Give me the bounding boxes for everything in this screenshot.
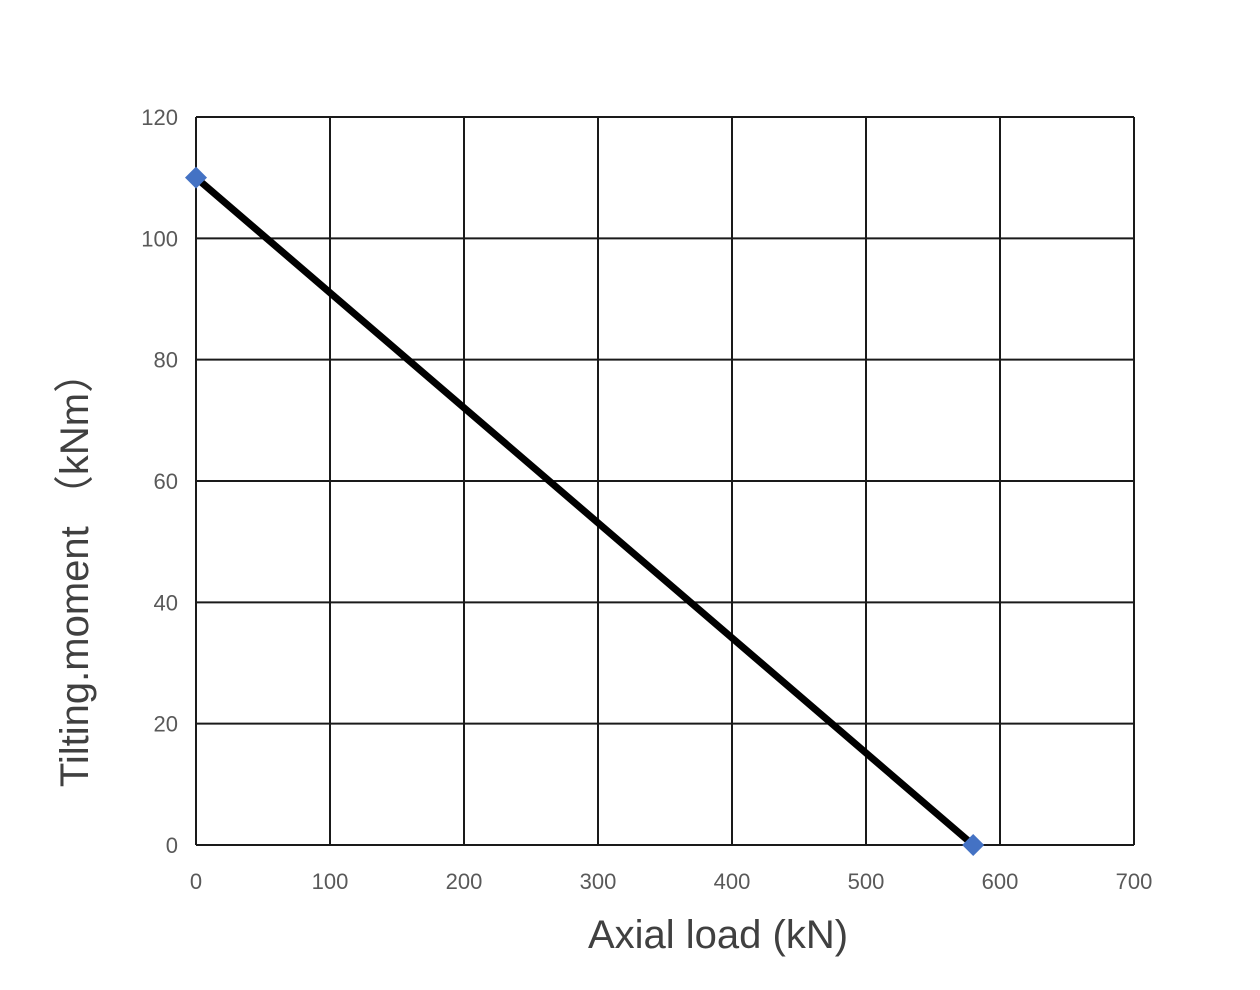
y-tick-label: 0 — [166, 833, 178, 858]
x-axis-title: Axial load (kN) — [588, 913, 848, 957]
y-tick-label: 60 — [154, 469, 178, 494]
x-tick-label: 200 — [446, 869, 483, 894]
data-point-marker — [185, 166, 207, 189]
data-point-marker — [962, 834, 985, 856]
grid — [195, 116, 1135, 846]
x-tick-label: 100 — [312, 869, 349, 894]
x-tick-label: 0 — [190, 869, 202, 894]
y-tick-label: 120 — [141, 105, 178, 130]
y-tick-label: 100 — [141, 226, 178, 251]
y-tick-label: 40 — [154, 590, 178, 615]
x-tick-label: 700 — [1116, 869, 1153, 894]
y-tick-label: 80 — [154, 348, 178, 373]
x-tick-label: 500 — [848, 869, 885, 894]
y-axis-ticks: 0 20 40 60 80 100 120 — [141, 105, 178, 858]
y-axis-title: Tilting.moment （kNm） — [53, 353, 97, 787]
x-tick-label: 400 — [714, 869, 751, 894]
x-tick-label: 600 — [982, 869, 1019, 894]
series-line — [193, 175, 976, 848]
x-axis-ticks: 0 100 200 300 400 500 600 700 — [190, 869, 1152, 894]
x-tick-label: 300 — [580, 869, 617, 894]
series-group — [185, 166, 985, 856]
y-tick-label: 20 — [154, 712, 178, 737]
